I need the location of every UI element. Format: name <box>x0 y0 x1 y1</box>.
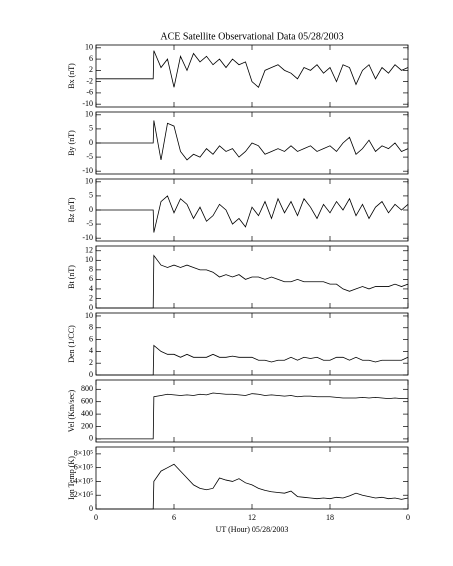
y-tick-label: 6 <box>89 54 93 63</box>
y-tick-label: 8×10⁵ <box>74 449 94 458</box>
data-line <box>96 463 409 510</box>
y-tick-label: 5 <box>89 191 93 200</box>
x-axis-label: UT (Hour) 05/28/2003 <box>216 525 289 534</box>
y-tick-label: 2×10⁵ <box>74 490 94 499</box>
y-tick-label: -10 <box>82 233 93 242</box>
x-tick-label: 6 <box>172 513 176 522</box>
y-tick-label: 10 <box>85 43 93 52</box>
y-tick-label: 6 <box>89 274 93 283</box>
y-axis-label: Den (1/CC) <box>67 325 76 363</box>
panel-frame <box>95 44 409 108</box>
y-tick-label: 400 <box>81 409 93 418</box>
y-tick-label: 0 <box>89 303 93 312</box>
panel-frame <box>95 446 409 510</box>
y-tick-label: 10 <box>85 177 93 186</box>
y-tick-label: 800 <box>81 384 93 393</box>
y-tick-label: 0 <box>89 138 93 147</box>
y-axis-label: By (nT) <box>67 130 76 156</box>
data-line <box>96 254 409 309</box>
data-line <box>96 344 409 376</box>
y-tick-label: 10 <box>85 311 93 320</box>
y-tick-label: 4×10⁵ <box>74 476 94 485</box>
panel-frame <box>95 312 409 376</box>
y-tick-label: 4 <box>89 346 93 355</box>
y-tick-label: 6×10⁵ <box>74 462 94 471</box>
y-tick-label: 2 <box>89 65 93 74</box>
data-line <box>96 392 408 440</box>
data-line <box>96 120 409 161</box>
y-tick-label: 8 <box>89 265 93 274</box>
x-tick-label: 18 <box>326 513 334 522</box>
y-tick-label: 10 <box>85 255 93 264</box>
y-tick-label: 12 <box>85 246 93 255</box>
data-line <box>96 195 409 233</box>
x-tick-label: 12 <box>248 513 256 522</box>
panel-frame <box>95 379 409 443</box>
y-tick-label: 5 <box>89 124 93 133</box>
y-tick-label: -10 <box>82 166 93 175</box>
x-tick-label: 0 <box>406 513 410 522</box>
y-tick-label: 8 <box>89 323 93 332</box>
y-axis-label: Ion Temp (K) <box>67 456 76 500</box>
y-axis-label: Vel (Km/sec) <box>67 389 76 432</box>
y-axis-label: Bx (nT) <box>67 63 76 89</box>
x-tick-label: 0 <box>94 513 98 522</box>
y-tick-label: 6 <box>89 334 93 343</box>
y-tick-label: -5 <box>86 219 93 228</box>
y-tick-label: 200 <box>81 421 93 430</box>
y-axis-label: Bz (nT) <box>67 197 76 222</box>
y-tick-label: -6 <box>86 88 93 97</box>
y-tick-label: 2 <box>89 293 93 302</box>
y-tick-label: 0 <box>89 504 93 513</box>
chart-title: ACE Satellite Observational Data 05/28/2… <box>160 31 343 42</box>
y-tick-label: -2 <box>86 76 93 85</box>
y-tick-label: -10 <box>82 99 93 108</box>
data-line <box>96 50 409 88</box>
y-tick-label: 0 <box>89 370 93 379</box>
y-tick-label: 10 <box>85 110 93 119</box>
y-tick-label: 4 <box>89 284 93 293</box>
y-tick-label: 0 <box>89 205 93 214</box>
y-tick-label: 0 <box>89 434 93 443</box>
y-tick-label: 600 <box>81 397 93 406</box>
y-tick-label: -5 <box>86 152 93 161</box>
y-tick-label: 2 <box>89 358 93 367</box>
y-axis-label: Bt (nT) <box>67 265 76 289</box>
